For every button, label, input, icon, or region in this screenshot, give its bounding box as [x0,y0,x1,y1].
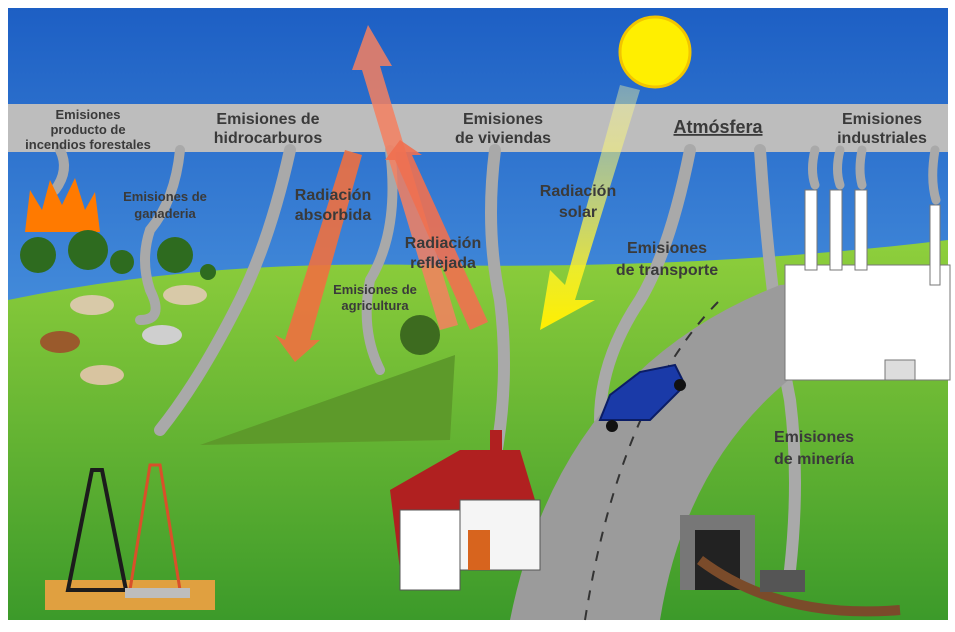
label-line: producto de [50,122,125,137]
label-line: de transporte [616,262,718,279]
label-line: Atmósfera [673,117,763,137]
label-line: agricultura [341,298,409,313]
label-line: incendios forestales [25,137,151,152]
label-line: Radiación [540,183,616,200]
label-line: reflejada [410,255,476,272]
diagram: Emisiones producto de incendios forestal… [0,0,955,627]
label-line: Emisiones [842,111,922,128]
label-line: Emisiones de [333,282,417,297]
label-line: Emisiones de [123,189,207,204]
label-line: Emisiones [627,240,707,257]
label-line: solar [559,204,597,221]
label-line: ganaderia [134,206,196,221]
label-line: Radiación [295,187,371,204]
label-line: de minería [774,451,854,468]
label-line: Radiación [405,235,481,252]
label-line: hidrocarburos [214,130,323,147]
label-line: de viviendas [455,130,551,147]
page: Emisiones producto de incendios forestal… [0,0,955,627]
label-line: Emisiones [55,107,120,122]
label-line: Emisiones [774,429,854,446]
label-line: industriales [837,130,927,147]
label-line: absorbida [295,207,372,224]
label-line: Emisiones [463,111,543,128]
label-line: Emisiones de [216,111,319,128]
